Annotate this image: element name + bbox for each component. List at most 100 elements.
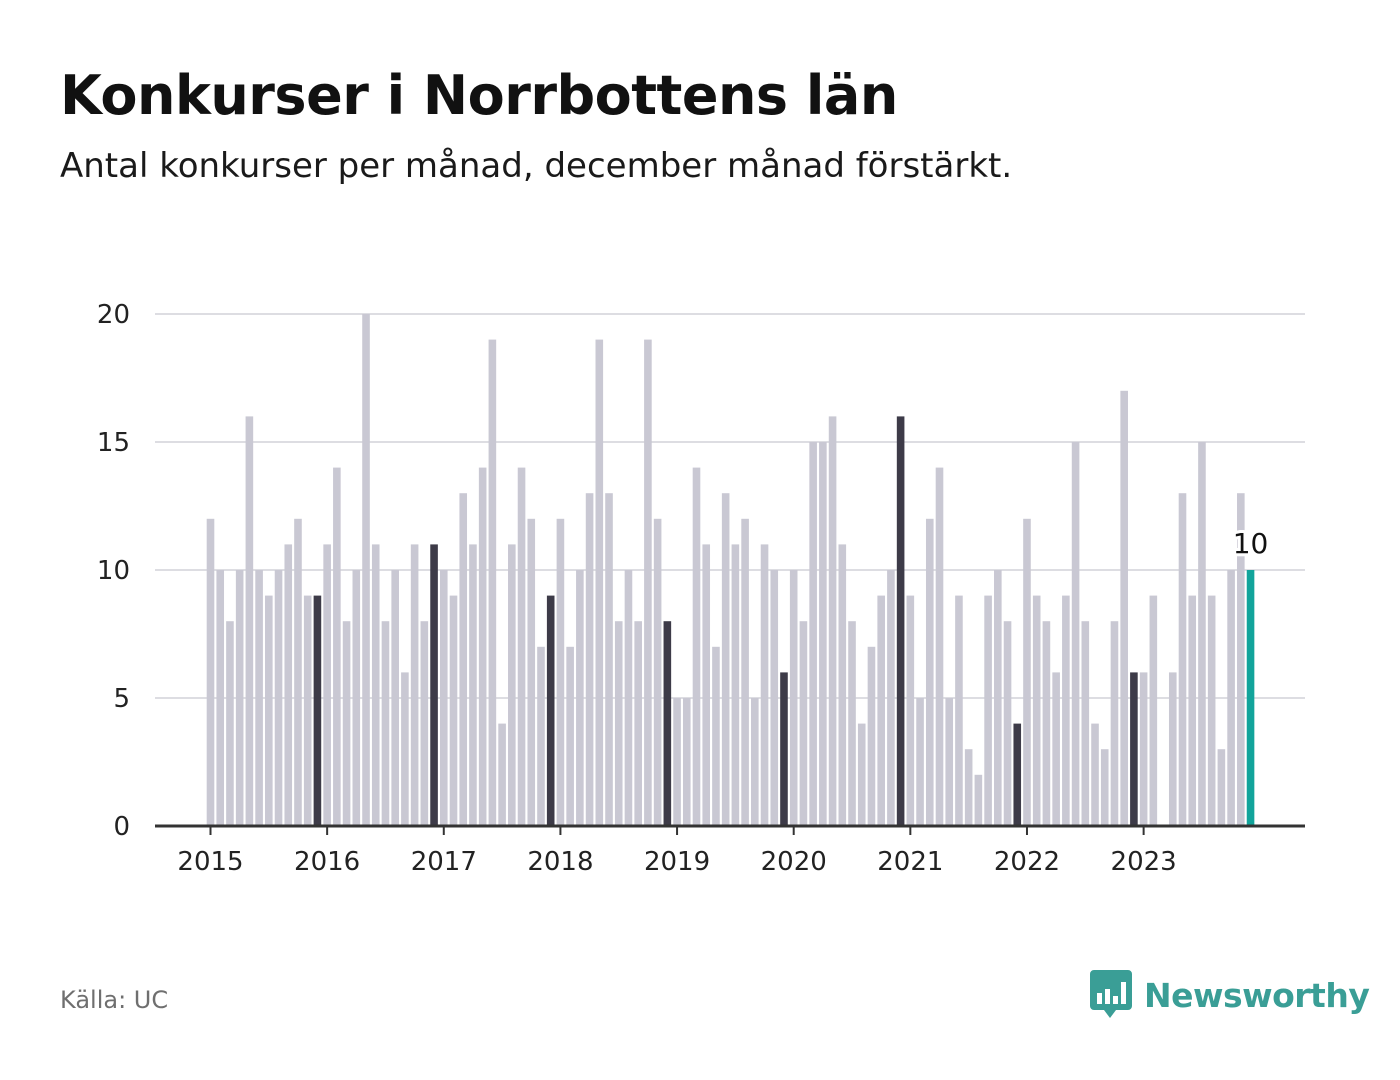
latest-value-label: 10 [1233, 527, 1269, 560]
bar [1168, 672, 1177, 826]
bar [809, 442, 817, 826]
bar [226, 621, 234, 826]
bar [401, 672, 409, 826]
bar-december [313, 595, 322, 826]
bar [624, 570, 633, 826]
bar [731, 544, 740, 826]
bar [906, 595, 915, 826]
bar [498, 723, 506, 826]
chart-subtitle: Antal konkurser per månad, december måna… [60, 146, 1013, 186]
bar [1003, 621, 1012, 826]
bar [206, 518, 215, 826]
bar [303, 595, 312, 826]
source-note: Källa: UC [60, 986, 169, 1014]
bar [634, 621, 642, 826]
bar [955, 595, 963, 826]
bar [1042, 621, 1051, 826]
x-tick-label: 2022 [994, 847, 1060, 877]
bar [848, 621, 856, 826]
bar [1081, 621, 1090, 826]
bar [877, 595, 885, 826]
bar-december [1130, 672, 1138, 826]
bar-december [896, 416, 905, 826]
bar [381, 621, 390, 826]
newsworthy-logo[interactable]: Newsworthy [1090, 970, 1370, 1020]
bar [323, 544, 331, 826]
bar [517, 467, 526, 826]
bar [974, 774, 983, 826]
bar [245, 416, 254, 826]
bar [235, 570, 244, 826]
bar [692, 467, 701, 826]
bar [789, 570, 798, 826]
bar [469, 544, 477, 826]
bar [925, 518, 934, 826]
bar [255, 570, 263, 826]
bar [994, 570, 1002, 826]
bar [576, 570, 584, 826]
bar [828, 416, 837, 826]
bar [916, 698, 924, 826]
bar [770, 570, 779, 826]
bar [449, 595, 458, 826]
bar [682, 698, 691, 826]
bar [1188, 595, 1197, 826]
bar [867, 646, 876, 826]
newsworthy-chart-icon [1090, 970, 1132, 1018]
bar [1100, 749, 1109, 826]
bar [799, 621, 808, 826]
bar [352, 570, 361, 826]
bar [1091, 723, 1099, 826]
bar [265, 595, 273, 826]
bar [721, 493, 730, 826]
x-tick-label: 2016 [294, 847, 360, 877]
bar [702, 544, 711, 826]
bar [566, 646, 574, 826]
x-tick-label: 2018 [527, 847, 593, 877]
bar-december [546, 595, 555, 826]
chart-title: Konkurser i Norrbottens län [60, 64, 898, 127]
bar [712, 646, 720, 826]
bar [751, 698, 759, 826]
bar [216, 570, 225, 826]
bar [420, 621, 429, 826]
bar [838, 544, 847, 826]
bar [819, 442, 827, 826]
x-tick-label: 2017 [411, 847, 477, 877]
x-tick-label: 2015 [177, 847, 243, 877]
bar [1217, 749, 1226, 826]
bar [1110, 621, 1119, 826]
bar [274, 570, 283, 826]
bar [362, 314, 370, 826]
y-tick-label: 10 [97, 556, 130, 586]
y-tick-label: 0 [113, 812, 130, 842]
bar [294, 518, 302, 826]
bar [605, 493, 613, 826]
bar-chart: 0 5 10 15 20 10 2015 2016 2017 2018 2019 2020 2021 20… [97, 300, 1305, 877]
bar [1071, 442, 1080, 826]
bar [1139, 672, 1148, 826]
y-tick-label: 15 [97, 428, 130, 458]
bar [333, 467, 341, 826]
bar [1198, 442, 1206, 826]
bar [1227, 570, 1235, 826]
bar [527, 518, 536, 826]
bar [857, 723, 866, 826]
bar [391, 570, 399, 826]
x-tick-label: 2021 [877, 847, 943, 877]
bar [488, 339, 497, 826]
bar [595, 339, 604, 826]
y-tick-label: 5 [113, 684, 130, 714]
bar [614, 621, 623, 826]
bar-december [1013, 723, 1022, 826]
bar [342, 621, 351, 826]
bar [556, 518, 565, 826]
bar [644, 339, 652, 826]
bar [673, 698, 681, 826]
x-tick-label: 2020 [761, 847, 827, 877]
bar [984, 595, 992, 826]
bar [478, 467, 487, 826]
bar [284, 544, 293, 826]
bar [508, 544, 516, 826]
bar-december [780, 672, 788, 826]
